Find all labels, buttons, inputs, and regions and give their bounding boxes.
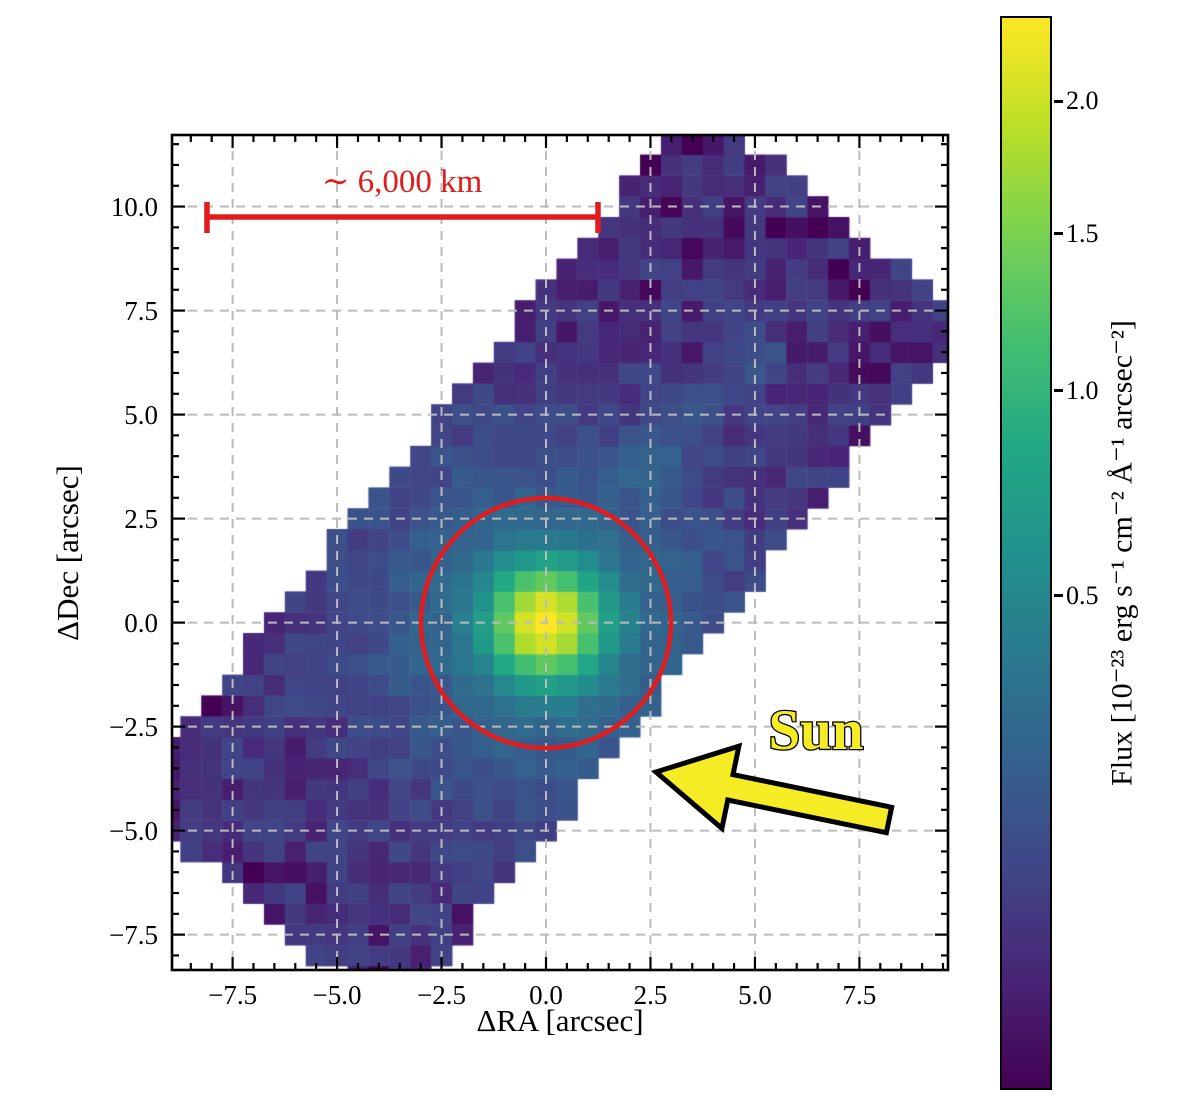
y-tick-label: −5.0	[109, 815, 158, 846]
colorbar-tick	[1054, 594, 1063, 598]
colorbar-tick-label: 0.5	[1066, 580, 1099, 610]
colorbar-tick	[1054, 99, 1063, 103]
colorbar-label: Flux [10⁻²³ erg s⁻¹ cm⁻² Å⁻¹ arcsec⁻²]	[1105, 320, 1139, 786]
y-tick-label: −7.5	[109, 919, 158, 950]
colorbar-tick	[1054, 232, 1063, 236]
y-tick-label: 5.0	[124, 399, 158, 430]
y-tick-label: −2.5	[109, 711, 158, 742]
colorbar-tick-label: 2.0	[1066, 86, 1099, 116]
flux-heatmap-canvas	[172, 135, 948, 970]
y-tick-label: 7.5	[124, 295, 158, 326]
x-tick-label: −7.5	[208, 980, 258, 1010]
x-axis-label: ΔRA [arcsec]	[476, 1003, 644, 1038]
x-tick-label: 7.5	[842, 980, 877, 1010]
x-tick-label: 5.0	[738, 980, 772, 1010]
y-tick-label: 10.0	[110, 191, 158, 222]
x-tick-label: 0.0	[529, 980, 563, 1010]
x-tick-label: 2.5	[633, 980, 668, 1010]
colorbar-tick	[1054, 389, 1063, 393]
colorbar-tick-label: 1.0	[1066, 375, 1099, 405]
x-tick-label: −2.5	[417, 980, 467, 1010]
colorbar	[1000, 16, 1052, 1090]
colorbar-tick-label: 1.5	[1066, 218, 1099, 248]
y-tick-label: 0.0	[124, 607, 158, 638]
x-tick-label: −5.0	[312, 980, 362, 1010]
y-tick-label: 2.5	[124, 503, 158, 534]
